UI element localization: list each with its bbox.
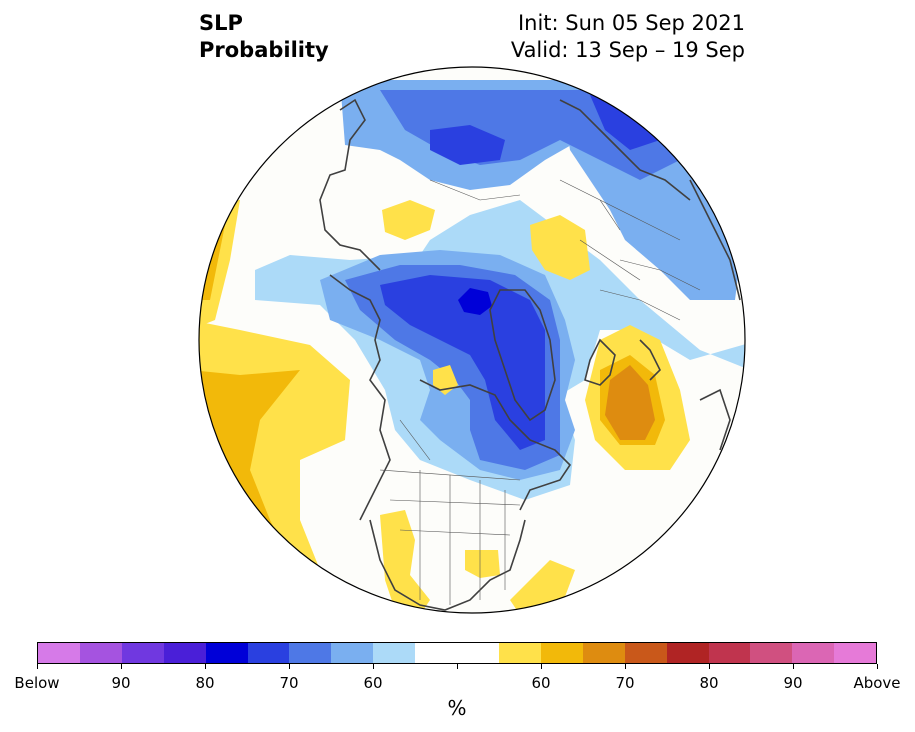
- map-boundary: [198, 66, 746, 614]
- product-kind: Probability: [199, 38, 329, 62]
- colorbar-tick-label: 90: [783, 674, 803, 692]
- colorbar-tick: [792, 664, 794, 669]
- colorbar-cell: [163, 643, 206, 663]
- init-date: Init: Sun 05 Sep 2021: [517, 11, 745, 35]
- colorbar-cell: [38, 643, 80, 663]
- colorbar-cell: [582, 643, 625, 663]
- colorbar-cell: [540, 643, 583, 663]
- colorbar-tick: [288, 664, 290, 669]
- colorbar-cell: [708, 643, 751, 663]
- polar-map: [198, 66, 746, 614]
- colorbar-cell: [205, 643, 248, 663]
- colorbar-cell: [498, 643, 541, 663]
- colorbar-cell: [792, 643, 835, 663]
- above-normal-60-europe: [530, 215, 590, 280]
- colorbar-tick: [372, 664, 374, 669]
- colorbar-tick: [120, 664, 122, 669]
- above-normal-60-us-south: [465, 550, 500, 578]
- colorbar-cell: [415, 643, 458, 663]
- colorbar-tick-label: 60: [363, 674, 383, 692]
- political-borders: [379, 179, 701, 605]
- colorbar-cell: [373, 643, 416, 663]
- colorbar-tick: [204, 664, 206, 669]
- colorbar-tick-label: 80: [699, 674, 719, 692]
- colorbar-cell: [750, 643, 793, 663]
- chart-title: SLP Probability: [199, 10, 329, 64]
- colorbar-tick: [456, 664, 458, 669]
- colorbar-tick-label: Above: [853, 674, 901, 692]
- valid-range: Valid: 13 Sep – 19 Sep: [510, 38, 745, 62]
- colorbar-cell: [121, 643, 164, 663]
- colorbar-tick-label: 60: [531, 674, 551, 692]
- colorbar-cell: [79, 643, 122, 663]
- probability-field: [199, 67, 745, 613]
- below-normal-90-core: [458, 288, 492, 315]
- colorbar-cell: [289, 643, 332, 663]
- coastlines: [319, 98, 741, 611]
- colorbar-tick-label: Below: [14, 674, 60, 692]
- colorbar-tick-label: 80: [195, 674, 215, 692]
- above-normal-60-us-west: [380, 510, 430, 613]
- colorbar-cell: [247, 643, 290, 663]
- colorbar-tick-label: 70: [279, 674, 299, 692]
- units-label: %: [447, 696, 467, 720]
- colorbar-tick-label: 70: [615, 674, 635, 692]
- colorbar: [37, 642, 877, 664]
- date-info: Init: Sun 05 Sep 2021 Valid: 13 Sep – 19…: [511, 10, 745, 64]
- colorbar-tick: [36, 664, 38, 669]
- colorbar-tick: [624, 664, 626, 669]
- colorbar-tick-label: 90: [111, 674, 131, 692]
- colorbar-cell: [457, 643, 499, 663]
- colorbar-cell: [666, 643, 709, 663]
- variable-name: SLP: [199, 11, 243, 35]
- colorbar-tick: [876, 664, 878, 669]
- colorbar-tick: [540, 664, 542, 669]
- below-normal-80-north: [430, 125, 505, 165]
- colorbar-cell: [624, 643, 667, 663]
- above-normal-60-asia: [382, 200, 435, 240]
- below-normal-80-arctic: [380, 275, 545, 450]
- colorbar-cell: [834, 643, 877, 663]
- below-normal-80-east: [590, 95, 660, 150]
- above-normal-80-atlantic: [605, 365, 655, 440]
- colorbar-cell: [331, 643, 374, 663]
- colorbar-tick: [708, 664, 710, 669]
